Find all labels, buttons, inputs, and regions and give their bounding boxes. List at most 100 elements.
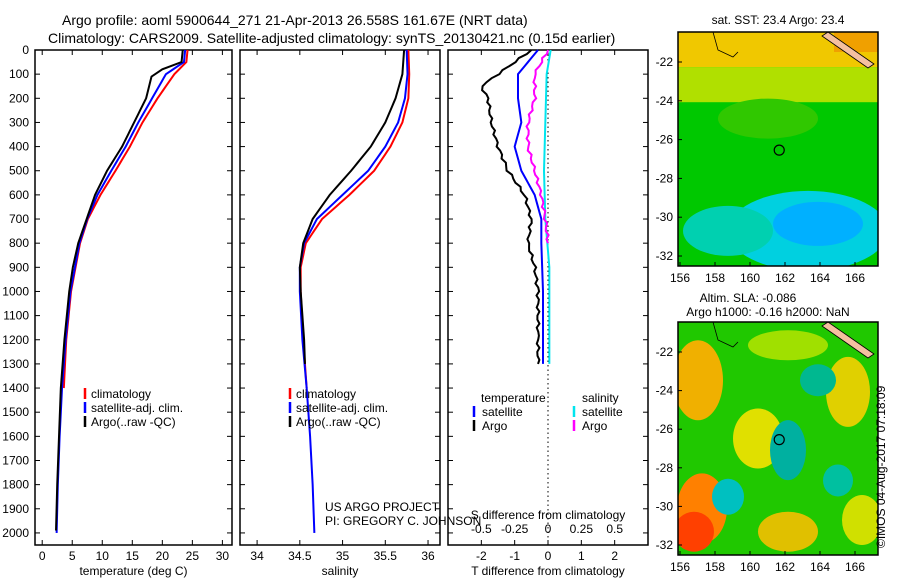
s-tick-label: -0.5	[471, 522, 492, 536]
lon-tick-label: 162	[775, 271, 795, 285]
lat-tick-label: -32	[656, 249, 674, 263]
lat-tick-label: -22	[656, 345, 674, 359]
y-tick-label: 900	[9, 260, 29, 274]
panel-2: 34 34.5 35 35.5 36 salinity climatologysatelli…	[239, 49, 441, 578]
x-tick-label: 36	[421, 549, 435, 563]
series-line-satellite-temperature	[513, 49, 544, 364]
series-line-argo-raw-qc-	[55, 49, 184, 531]
lon-tick-label: 160	[740, 560, 760, 574]
series-line-argo-temperature	[481, 49, 541, 365]
land-outline	[821, 32, 875, 69]
plot-frame	[239, 49, 441, 546]
x-tick-label: 30	[216, 549, 230, 563]
x-tick-label: 20	[156, 549, 170, 563]
lat-tick-label: -24	[656, 94, 674, 108]
y-tick-label: 0	[22, 43, 29, 57]
reef-outline	[712, 322, 739, 348]
legend-label: Argo(..raw -QC)	[91, 415, 176, 429]
y-tick-label: 1300	[2, 357, 29, 371]
x-tick-label: 35	[336, 549, 350, 563]
lat-tick-label: -24	[656, 384, 674, 398]
lat-tick-label: -30	[656, 499, 674, 513]
y-tick-label: 1200	[2, 333, 29, 347]
map-2: 156 158 160 162 164 166 -22 -24 -26 -28 -30 -32 Alti…	[656, 291, 879, 574]
lat-tick-label: -22	[656, 55, 674, 69]
map-1: 156 158 160 162 164 166 -22 -24 -26 -28 -30 -32 sat.…	[656, 13, 879, 285]
y-tick-label: 1900	[2, 502, 29, 516]
map-frame	[677, 31, 879, 267]
x-tick-label: 0	[545, 549, 552, 563]
legend-label: satellite-adj. clim.	[296, 401, 388, 415]
plot-frame	[34, 49, 233, 546]
land-outline	[821, 322, 875, 359]
lon-tick-label: 156	[670, 560, 690, 574]
title-line-2: Climatology: CARS2009. Satellite-adjuste…	[48, 30, 616, 46]
lon-tick-label: 164	[810, 271, 830, 285]
y-tick-label: 100	[9, 67, 29, 81]
lon-tick-label: 162	[775, 560, 795, 574]
lon-tick-label: 166	[845, 560, 865, 574]
map-field	[678, 32, 878, 266]
credit-project: US ARGO PROJECT	[325, 500, 440, 514]
panel-3: -2 -1 0 1 2T difference from climatology -0.5…	[447, 49, 649, 578]
series-line-argo-raw-qc-	[298, 49, 406, 364]
copyright-stamp: ©IMOS 04-Aug-2017 07:18:09	[874, 385, 888, 548]
map-frame	[677, 321, 879, 556]
y-tick-label: 1100	[3, 309, 29, 323]
x-tick-label: 0	[39, 549, 46, 563]
s-tick-label: 0	[545, 522, 552, 536]
legend-label: Argo	[482, 419, 508, 433]
float-position-marker	[773, 434, 785, 446]
legend-label: satellite-adj. clim.	[91, 401, 183, 415]
x-axis-label: T difference from climatology	[471, 564, 625, 578]
lat-tick-label: -28	[656, 171, 674, 185]
legend-label: satellite	[582, 405, 623, 419]
x-tick-label: 15	[126, 549, 140, 563]
x-axis-label: salinity	[322, 564, 359, 578]
x-axis-label: temperature (deg C)	[79, 564, 187, 578]
series-line-satellite-adj-clim-	[298, 49, 409, 533]
lat-tick-label: -30	[656, 210, 674, 224]
series-line-satellite-salinity	[542, 49, 552, 364]
x-tick-label: 10	[96, 549, 110, 563]
x-tick-label: 5	[69, 549, 76, 563]
y-tick-label: 800	[9, 236, 29, 250]
y-tick-label: 600	[9, 188, 29, 202]
map-subtitle: Argo h1000: -0.16 h2000: NaN	[686, 305, 849, 319]
reef-outline	[712, 32, 739, 58]
x-tick-label: 34.5	[288, 549, 312, 563]
title-line-1: Argo profile: aoml 5900644_271 21-Apr-20…	[62, 12, 528, 28]
lat-tick-label: -26	[656, 422, 674, 436]
series-line-climatology	[62, 49, 189, 389]
legend-title-salinity: salinity	[582, 391, 619, 405]
s-axis-label: S difference from climatology	[471, 508, 626, 522]
lon-tick-label: 158	[705, 560, 725, 574]
lat-tick-label: -32	[656, 538, 674, 552]
y-tick-label: 1700	[2, 453, 29, 467]
y-tick-label: 700	[9, 212, 29, 226]
y-tick-label: 300	[9, 115, 29, 129]
map-field	[678, 322, 878, 555]
y-tick-label: 1500	[2, 405, 29, 419]
lat-tick-label: -28	[656, 461, 674, 475]
lon-tick-label: 166	[845, 271, 865, 285]
x-tick-label: -1	[509, 549, 520, 563]
series-line-satellite-adj-clim-	[55, 49, 187, 533]
credit-pi: PI: GREGORY C. JOHNSON	[325, 514, 482, 528]
map-title: Altim. SLA: -0.086	[700, 291, 797, 305]
x-tick-label: 34	[250, 549, 264, 563]
x-tick-label: 1	[578, 549, 585, 563]
x-tick-label: 25	[186, 549, 200, 563]
x-tick-label: -2	[476, 549, 487, 563]
y-tick-label: 400	[9, 140, 29, 154]
legend-label: satellite	[482, 405, 523, 419]
lon-tick-label: 164	[810, 560, 830, 574]
legend-label: Argo	[582, 419, 608, 433]
y-tick-label: 1600	[2, 429, 29, 443]
series-line-argo-salinity	[525, 49, 550, 244]
lon-tick-label: 158	[705, 271, 725, 285]
legend-label: climatology	[296, 387, 356, 401]
panel-1: 0 5 10 15 20 25 30 temperature (deg C) 0 100 200 30…	[2, 43, 233, 578]
